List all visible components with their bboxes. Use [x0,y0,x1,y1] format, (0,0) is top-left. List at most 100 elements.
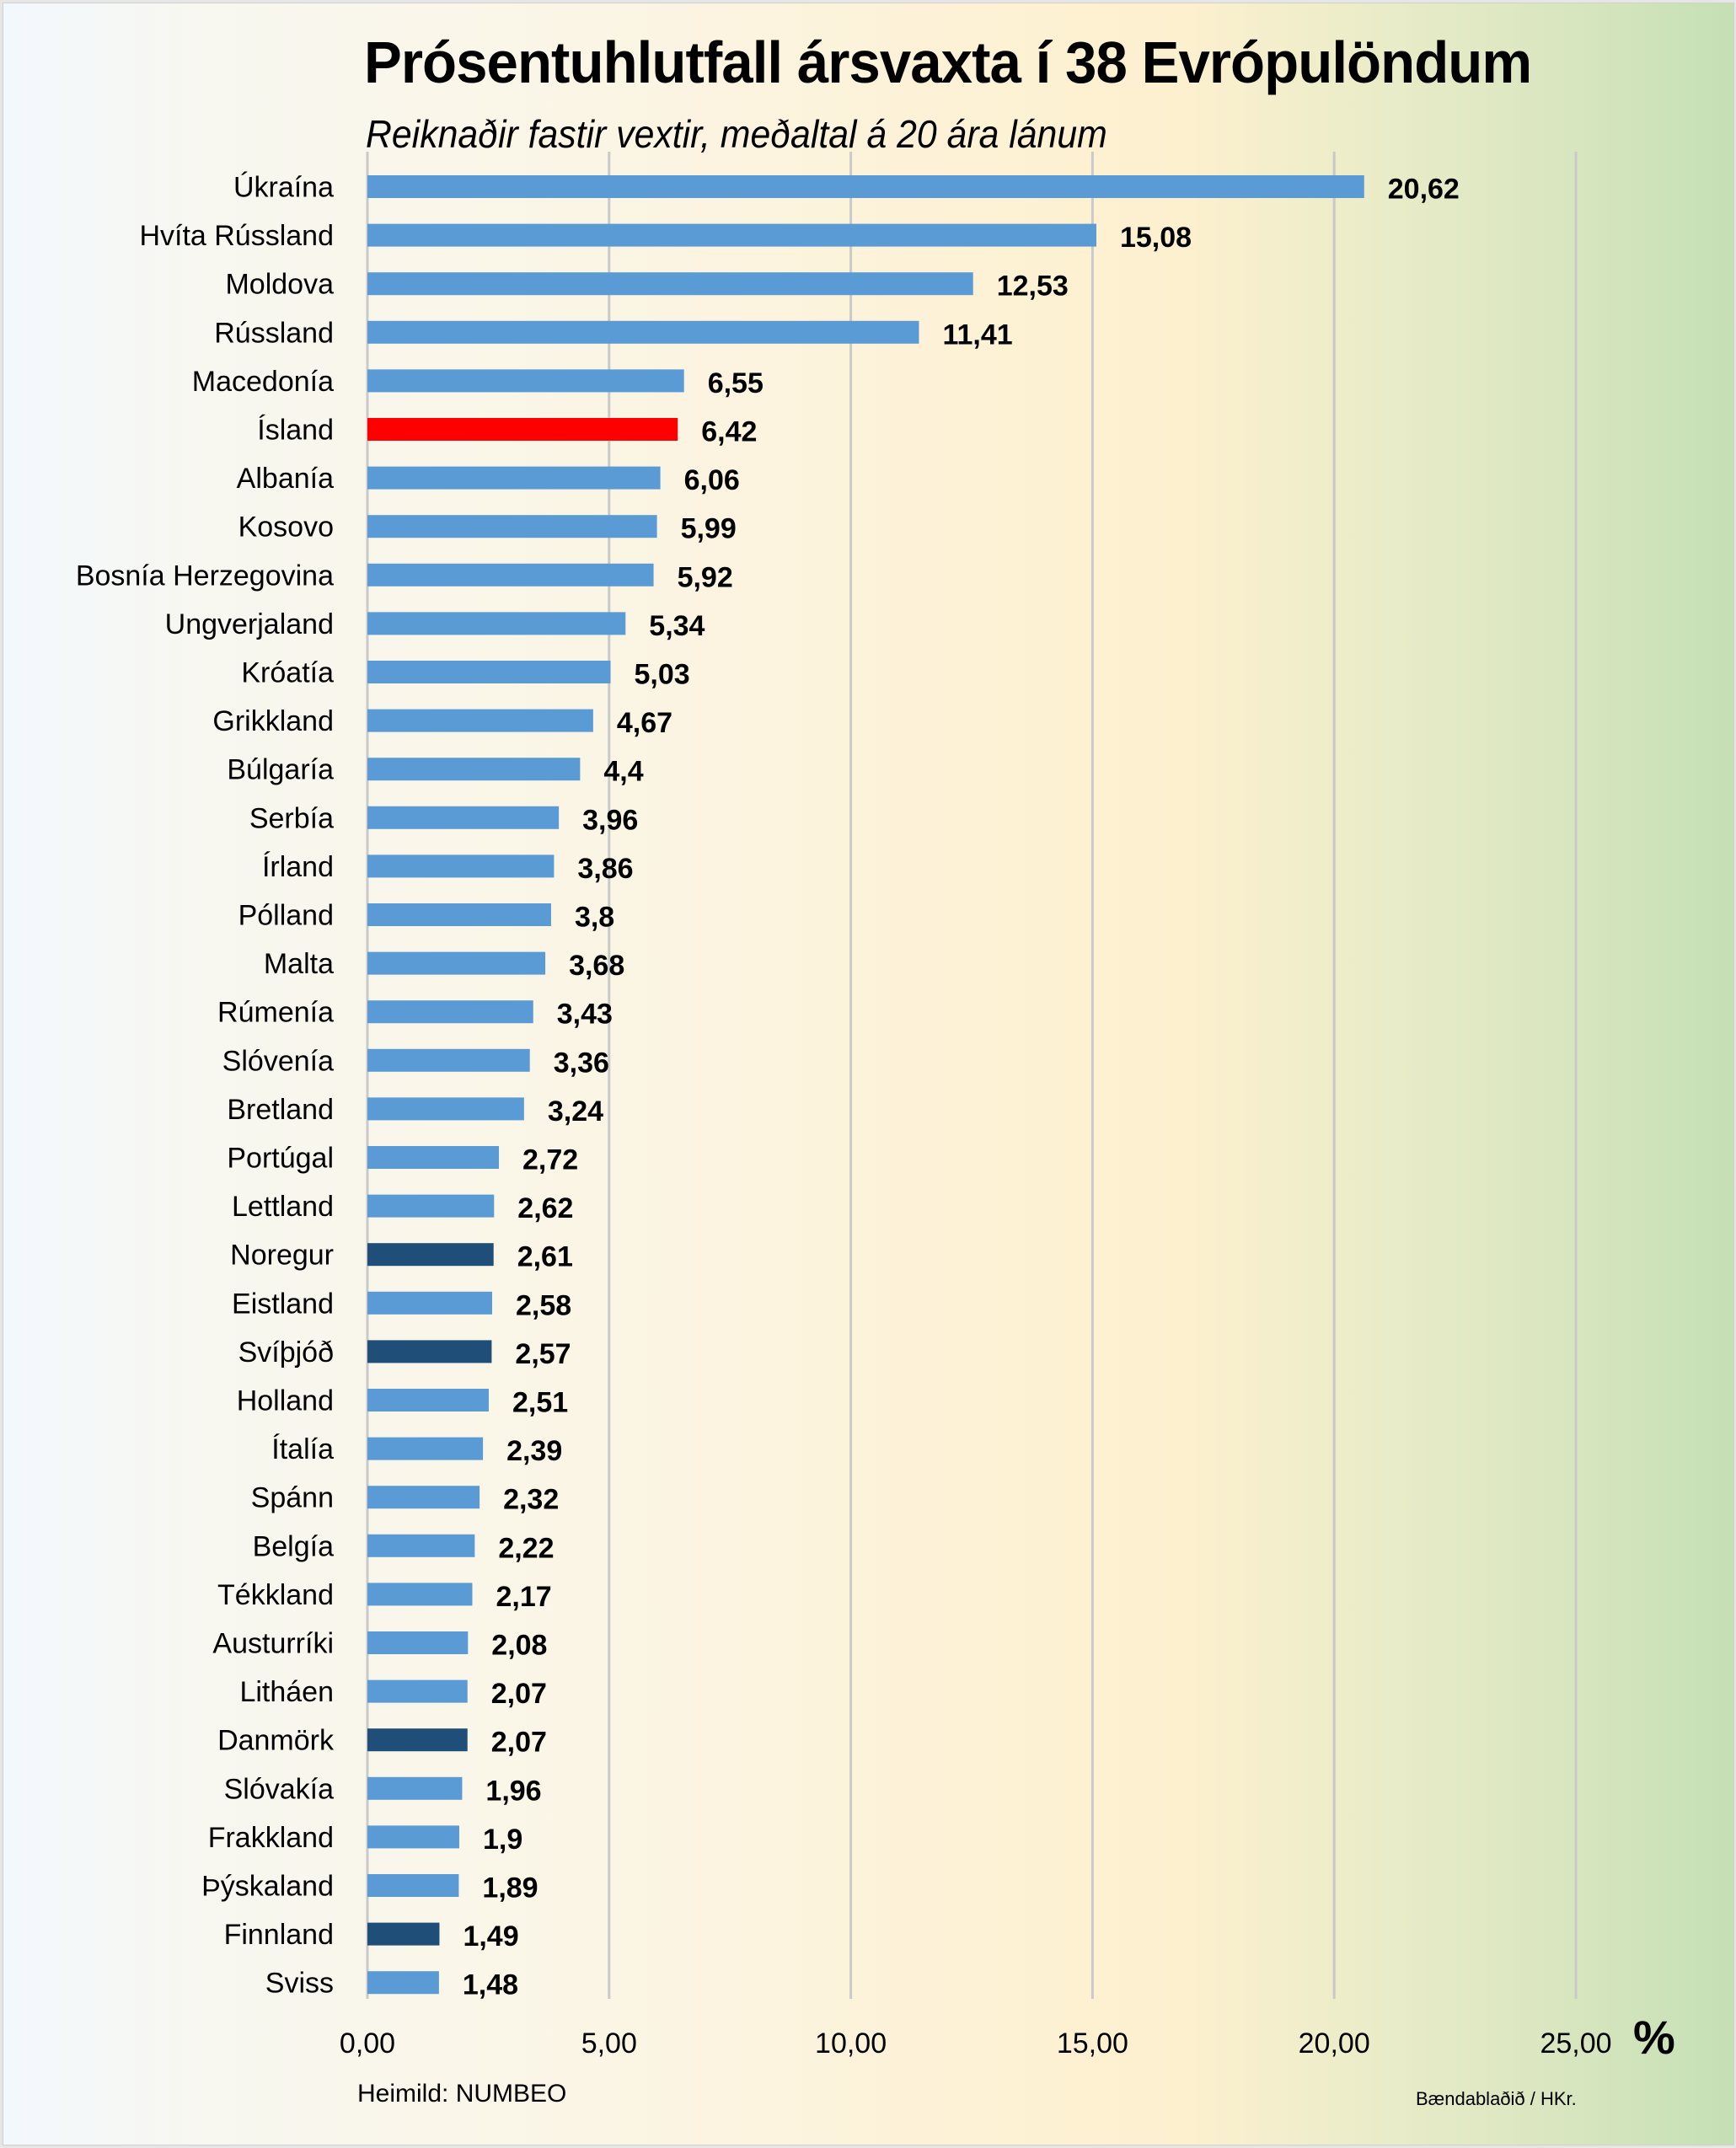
category-label: Ungverjaland [165,608,334,640]
value-label: 2,32 [503,1484,559,1516]
bar [367,854,555,878]
x-tick-label: 0,00 [340,2027,395,2060]
value-label: 2,08 [491,1630,547,1662]
category-label: Króatía [241,657,334,689]
x-tick-label: 15,00 [1057,2027,1128,2060]
chart-subtitle: Reiknaðir fastir vextir, meðaltal á 20 á… [366,112,1107,156]
bar [367,563,654,587]
bar [367,903,551,926]
value-label: 4,4 [603,756,643,788]
bar [367,806,560,829]
bar [367,758,581,781]
category-label: Danmörk [217,1725,335,1757]
value-label: 3,86 [577,853,633,885]
bar [367,1922,440,1946]
value-label: 12,53 [997,271,1069,303]
category-label: Holland [237,1385,334,1417]
value-label: 2,07 [491,1678,547,1710]
bar [367,1971,439,1995]
category-label: Slóvenía [222,1045,334,1077]
chart-frame: Prósentuhlutfall ársvaxta í 38 Evrópulön… [3,3,1734,2145]
value-label: 2,39 [506,1435,562,1467]
category-label: Eistland [232,1288,334,1320]
bar [367,223,1096,247]
bar [367,1291,492,1315]
value-label: 11,41 [942,319,1012,351]
category-label: Albanía [237,463,334,495]
category-label: Búlgaría [227,754,334,786]
value-label: 2,61 [517,1241,573,1273]
bar [367,1534,475,1557]
category-label: Sviss [265,1968,334,2000]
bar [367,1097,524,1121]
category-labels: Úkraína Hvíta Rússland Moldova Rússland Mace… [76,172,335,2000]
bar [367,369,684,393]
value-label: 5,34 [649,610,705,642]
category-label: Bosnía Herzegovina [76,560,334,592]
x-tick-label: 20,00 [1299,2027,1370,2060]
value-label: 1,96 [485,1775,541,1807]
category-label: Austurríki [212,1628,334,1660]
value-label: 1,9 [483,1824,522,1856]
category-label: Spánn [251,1482,334,1514]
value-label: 4,67 [617,707,672,739]
bar [367,1583,473,1606]
category-label: Lettland [232,1191,334,1223]
bar [367,515,657,538]
category-label: Ítalía [271,1433,334,1465]
bar [367,709,593,732]
bar [367,1437,484,1460]
category-label: Frakkland [208,1822,334,1854]
bar [367,951,546,975]
value-label: 2,17 [496,1581,551,1613]
value-label: 2,58 [516,1289,571,1321]
value-label: 6,42 [701,416,757,448]
bar [367,1631,469,1654]
value-label: 6,06 [684,464,740,496]
bar [367,1194,495,1218]
category-label: Serbía [249,802,334,834]
bar [367,1048,530,1072]
bar [367,320,919,344]
category-label: Hvíta Rússland [139,220,334,252]
category-label: Portúgal [227,1143,334,1175]
value-label: 20,62 [1388,174,1460,206]
bar [367,466,661,490]
value-label: 15,08 [1120,222,1192,254]
value-label: 6,55 [708,367,764,399]
category-label: Ísland [257,415,334,447]
value-label: 3,8 [575,902,614,934]
value-label: 2,62 [517,1192,573,1224]
bar [367,1000,533,1024]
category-label: Moldova [225,269,334,301]
category-label: Macedonía [192,366,334,398]
category-label: Noregur [230,1240,334,1272]
value-label: 2,72 [522,1144,578,1176]
bars [367,175,1364,1995]
value-label: 2,07 [491,1727,547,1759]
bar [367,1340,492,1363]
bar [367,1389,489,1411]
bar [367,175,1364,198]
value-label: 5,92 [678,561,733,593]
value-label: 3,68 [569,950,624,982]
bar [367,1728,468,1752]
bar [367,418,678,441]
bar [367,612,626,635]
category-label: Malta [264,948,334,980]
source-note: Heimild: NUMBEO [357,2080,567,2108]
value-label: 1,48 [463,1969,518,2001]
category-label: Rúmenía [217,997,334,1029]
category-label: Finnland [224,1919,334,1951]
bar [367,1776,463,1800]
category-label: Þýskaland [201,1871,334,1903]
category-label: Rússland [214,317,334,349]
bar [367,661,611,683]
value-label: 1,49 [463,1920,518,1952]
category-label: Slóvakía [224,1773,334,1805]
category-label: Kosovo [238,512,334,544]
category-label: Belgía [253,1530,334,1562]
bar [367,1146,500,1169]
bar [367,1874,459,1897]
